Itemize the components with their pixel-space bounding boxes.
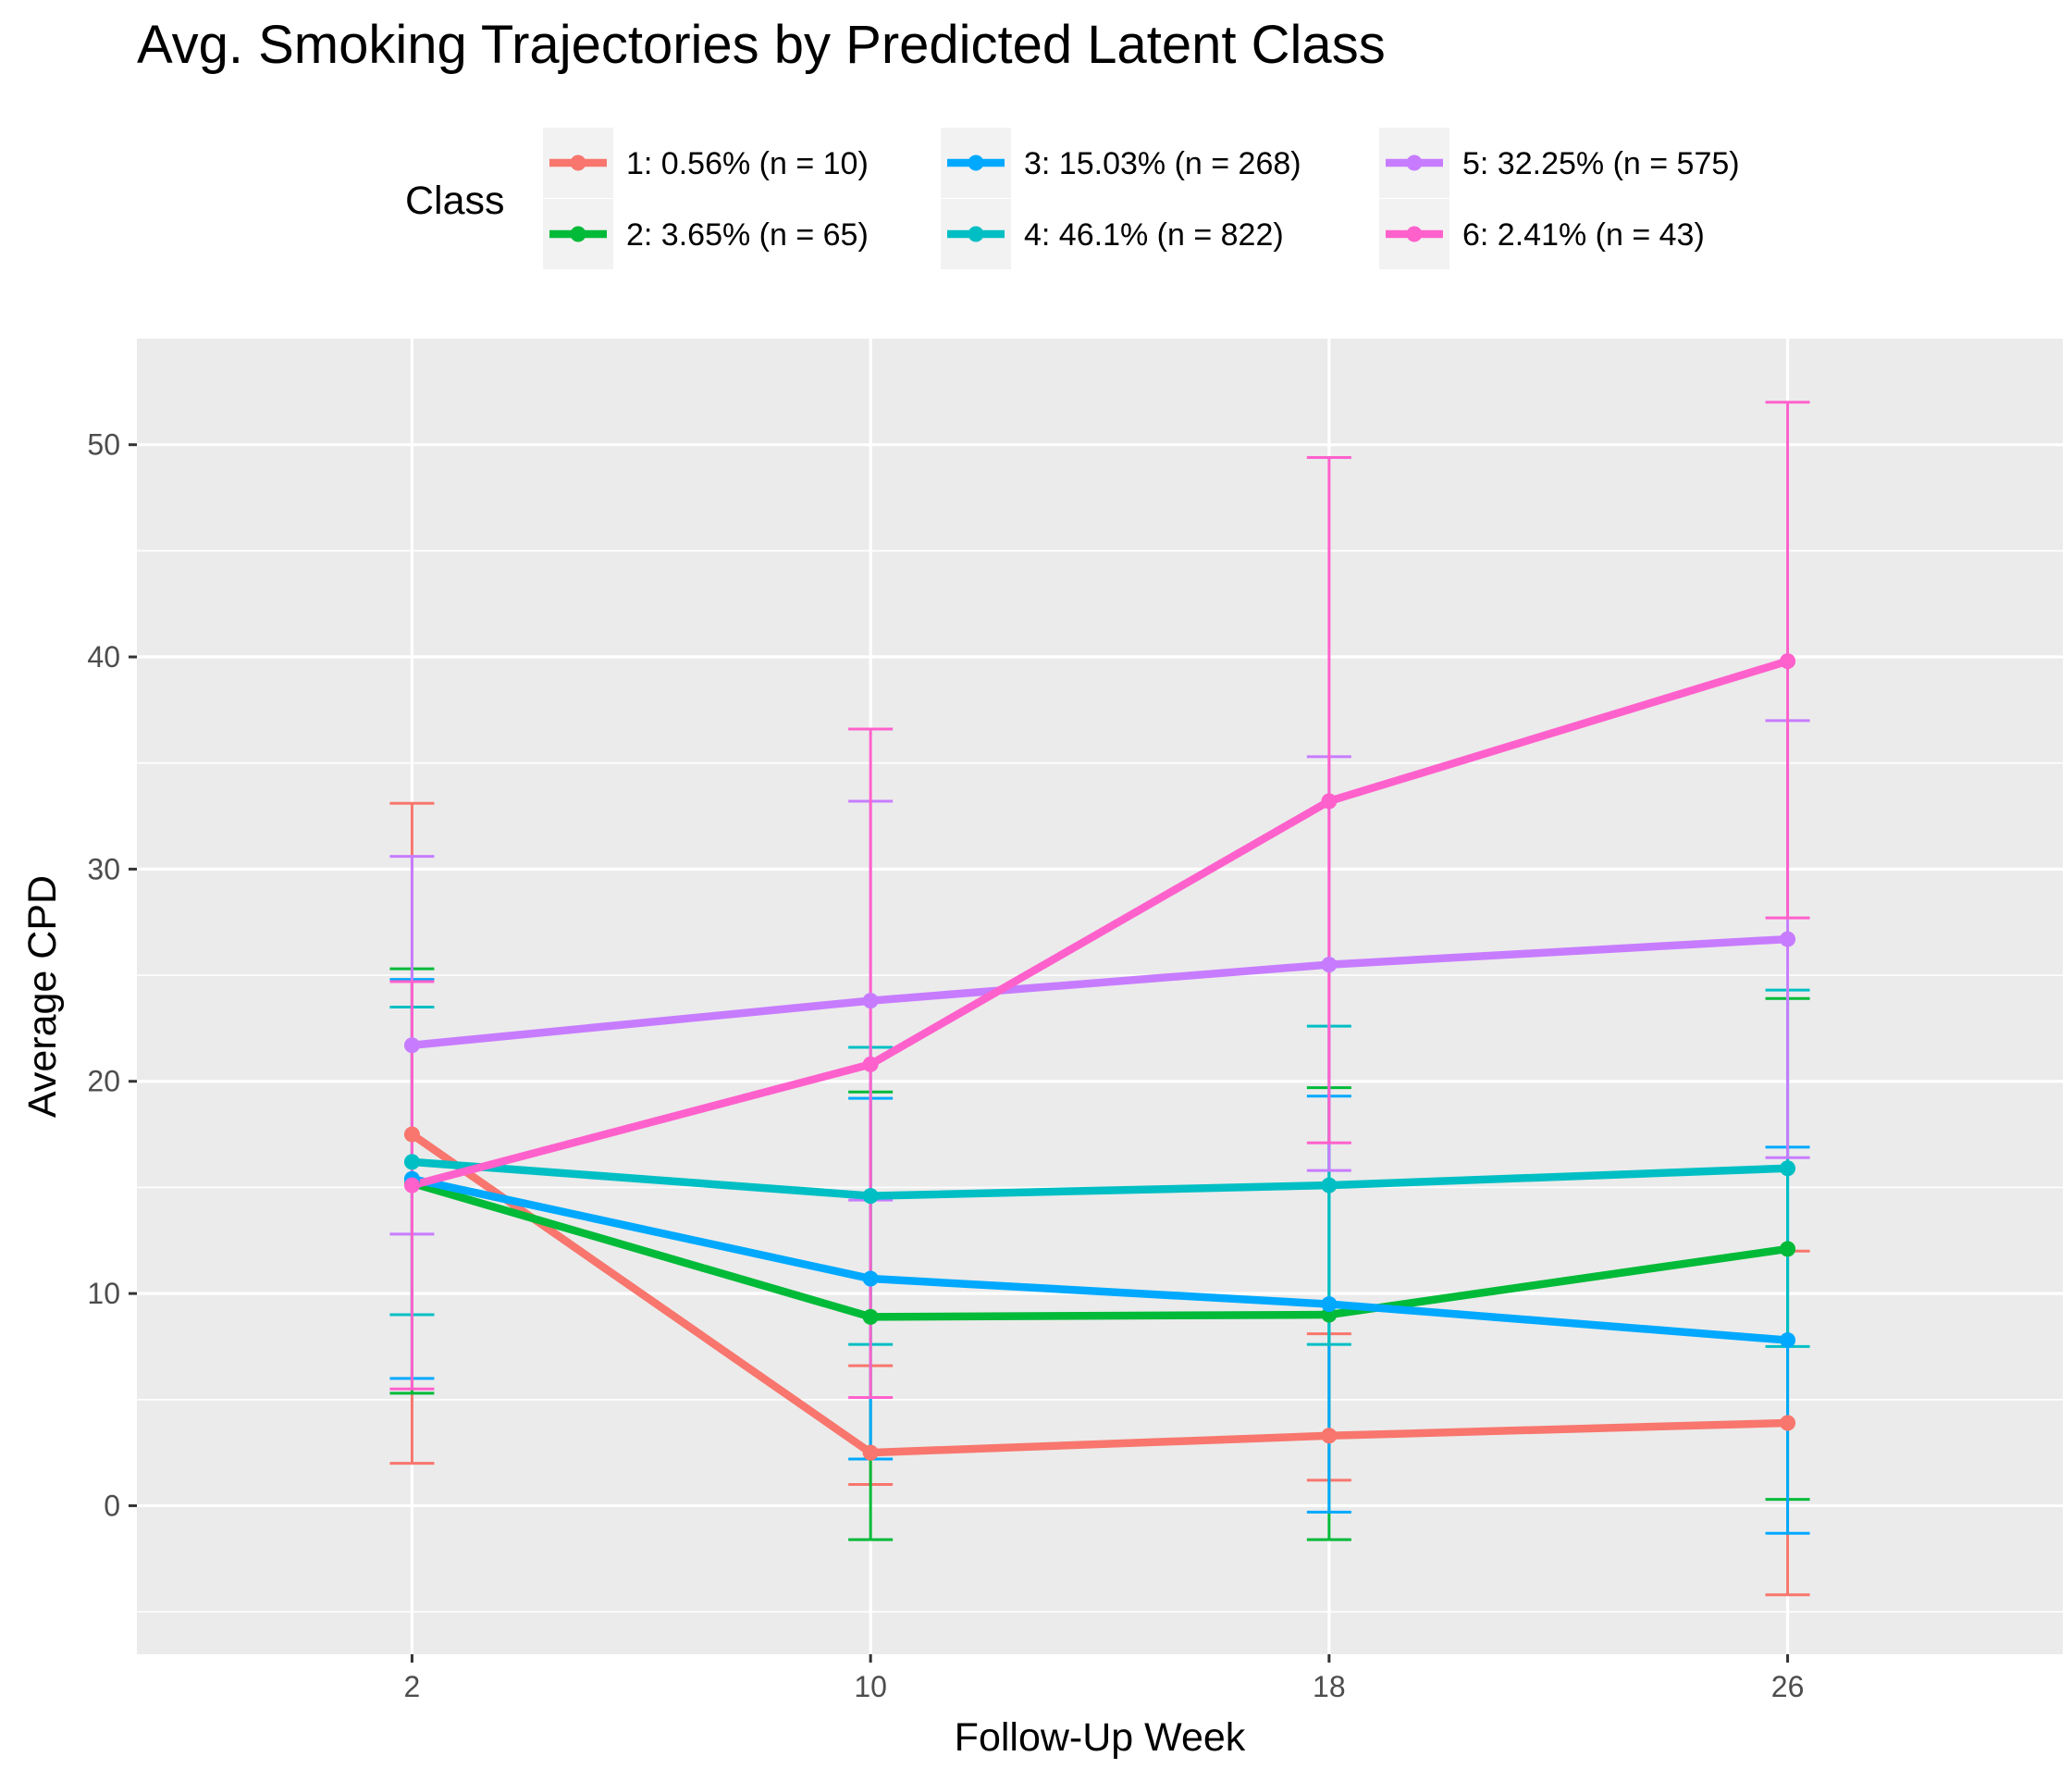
y-tick-label: 30 — [87, 852, 120, 885]
legend-item: 4: 46.1% (n = 822) — [941, 199, 1284, 269]
x-tick-label: 2 — [404, 1670, 421, 1703]
data-point — [403, 1126, 420, 1143]
legend-item: 6: 2.41% (n = 43) — [1379, 199, 1705, 269]
y-axis-title: Average CPD — [20, 875, 65, 1118]
points-series-1 — [403, 1126, 1796, 1461]
legend-label: 5: 32.25% (n = 575) — [1462, 146, 1740, 181]
data-point — [403, 1154, 420, 1170]
x-tick-label: 10 — [854, 1670, 887, 1703]
legend-item: 1: 0.56% (n = 10) — [543, 128, 869, 198]
data-point — [1780, 931, 1796, 947]
data-point — [1780, 1160, 1796, 1177]
data-point — [1780, 1332, 1796, 1349]
data-point — [862, 1308, 879, 1325]
legend-label: 2: 3.65% (n = 65) — [626, 217, 869, 253]
x-ticks: 2 10 18 26 — [404, 1654, 1805, 1703]
y-tick-label: 10 — [87, 1277, 120, 1310]
legend-label: 1: 0.56% (n = 10) — [626, 146, 869, 181]
data-point — [403, 1177, 420, 1194]
legend-key-point — [1406, 155, 1423, 171]
axes-layer: 2 10 18 26 0 10 20 30 40 50 — [87, 428, 1804, 1703]
legend-key-point — [570, 155, 586, 171]
legend-title: Class — [405, 179, 505, 223]
data-point — [1321, 793, 1338, 810]
x-tick-label: 26 — [1771, 1670, 1805, 1703]
legend-item: 3: 15.03% (n = 268) — [941, 128, 1301, 198]
x-axis-title: Follow-Up Week — [955, 1715, 1246, 1760]
data-point — [1321, 1428, 1338, 1444]
legend-key-point — [968, 226, 984, 242]
data-point — [1321, 1296, 1338, 1313]
data-point — [1780, 653, 1796, 670]
legend-item: 2: 3.65% (n = 65) — [543, 199, 869, 269]
data-point — [862, 1270, 879, 1287]
y-tick-label: 50 — [87, 428, 120, 462]
series-layer — [389, 401, 1810, 1597]
data-point — [1321, 1177, 1338, 1194]
legend-label: 4: 46.1% (n = 822) — [1024, 217, 1284, 253]
data-point — [1321, 957, 1338, 973]
points-series-5 — [403, 931, 1796, 1054]
chart-title: Avg. Smoking Trajectories by Predicted L… — [137, 15, 1386, 75]
series-line-3 — [411, 1175, 1788, 1344]
y-tick-label: 40 — [87, 640, 120, 674]
series-line-6 — [411, 657, 1789, 1190]
x-tick-label: 18 — [1313, 1670, 1346, 1703]
legend: Class 1: 0.56% (n = 10) 2: 3.65% (n = 65)… — [405, 128, 1740, 269]
legend-item: 5: 32.25% (n = 575) — [1379, 128, 1740, 198]
y-ticks: 0 10 20 30 40 50 — [87, 428, 137, 1522]
data-point — [862, 1188, 879, 1205]
points-series-6 — [403, 653, 1796, 1194]
legend-items: 1: 0.56% (n = 10) 2: 3.65% (n = 65) 3: 15.… — [543, 128, 1740, 269]
data-point — [862, 1056, 879, 1072]
series-line-5 — [412, 934, 1788, 1049]
y-tick-label: 0 — [104, 1489, 120, 1522]
y-tick-label: 20 — [87, 1065, 120, 1098]
plot-panel — [137, 339, 2063, 1654]
series-line-1 — [410, 1131, 1788, 1457]
legend-label: 6: 2.41% (n = 43) — [1462, 217, 1705, 253]
legend-label: 3: 15.03% (n = 268) — [1024, 146, 1301, 181]
legend-key-point — [570, 226, 586, 242]
series-line-4 — [412, 1157, 1788, 1200]
data-point — [1780, 1241, 1796, 1257]
data-point — [862, 1444, 879, 1461]
data-point — [862, 993, 879, 1009]
data-point — [1780, 1415, 1796, 1431]
legend-key-point — [1406, 226, 1423, 242]
legend-key-point — [968, 155, 984, 171]
points-series-4 — [403, 1154, 1796, 1205]
data-point — [403, 1037, 420, 1054]
series-line-2 — [411, 1179, 1789, 1321]
